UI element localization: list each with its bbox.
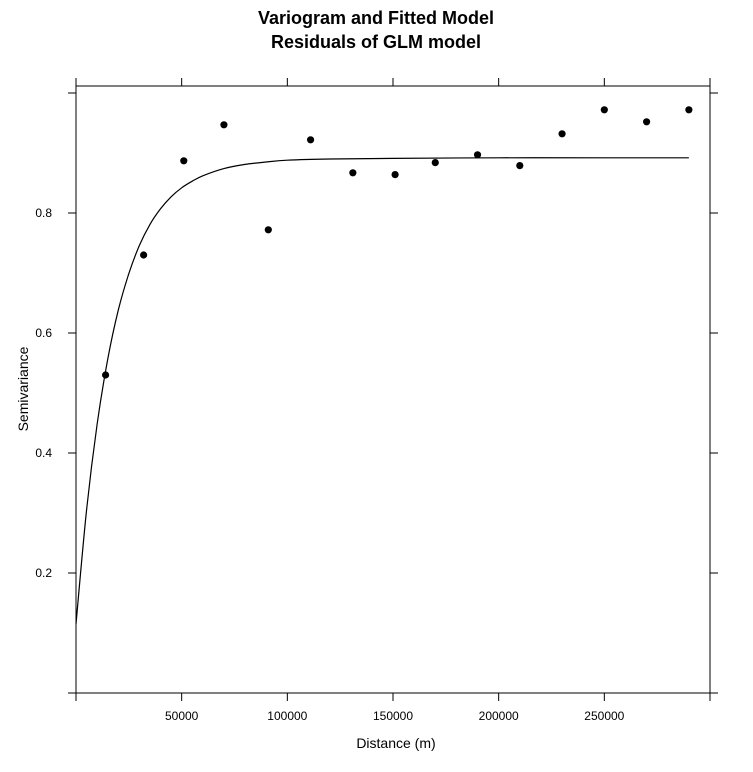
x-tick-label: 150000 (373, 709, 413, 723)
y-axis-label: Semivariance (15, 346, 31, 431)
x-tick-label: 50000 (165, 709, 199, 723)
variogram-point (600, 106, 608, 114)
y-tick-label: 0.2 (35, 566, 52, 580)
variogram-point (391, 171, 399, 179)
variogram-point (516, 162, 524, 170)
variogram-point (264, 226, 272, 234)
chart-subtitle: Residuals of GLM model (271, 32, 481, 52)
variogram-point (473, 151, 482, 159)
variogram-point (431, 159, 439, 167)
y-tick-label: 0.6 (35, 326, 52, 340)
variogram-point (140, 251, 148, 259)
variogram-point (558, 130, 566, 138)
y-tick-label: 0.8 (35, 206, 52, 220)
x-tick-label: 250000 (584, 709, 624, 723)
variogram-points (101, 106, 693, 379)
fitted-model-line (75, 157, 689, 625)
chart-title: Variogram and Fitted Model (258, 8, 494, 28)
x-axis: 50000 100000 150000 200000 250000 (75, 78, 711, 723)
x-tick-label: 200000 (479, 709, 519, 723)
variogram-point (349, 169, 357, 177)
variogram-point (180, 157, 188, 165)
variogram-point (306, 136, 315, 144)
x-axis-label: Distance (m) (356, 735, 435, 751)
x-tick-label: 100000 (267, 709, 307, 723)
variogram-point (685, 106, 693, 114)
variogram-point (220, 121, 228, 129)
variogram-point (643, 118, 651, 126)
y-axis: 0.2 0.4 0.6 0.8 (35, 92, 718, 694)
variogram-point (101, 371, 110, 379)
y-tick-label: 0.4 (35, 446, 52, 460)
